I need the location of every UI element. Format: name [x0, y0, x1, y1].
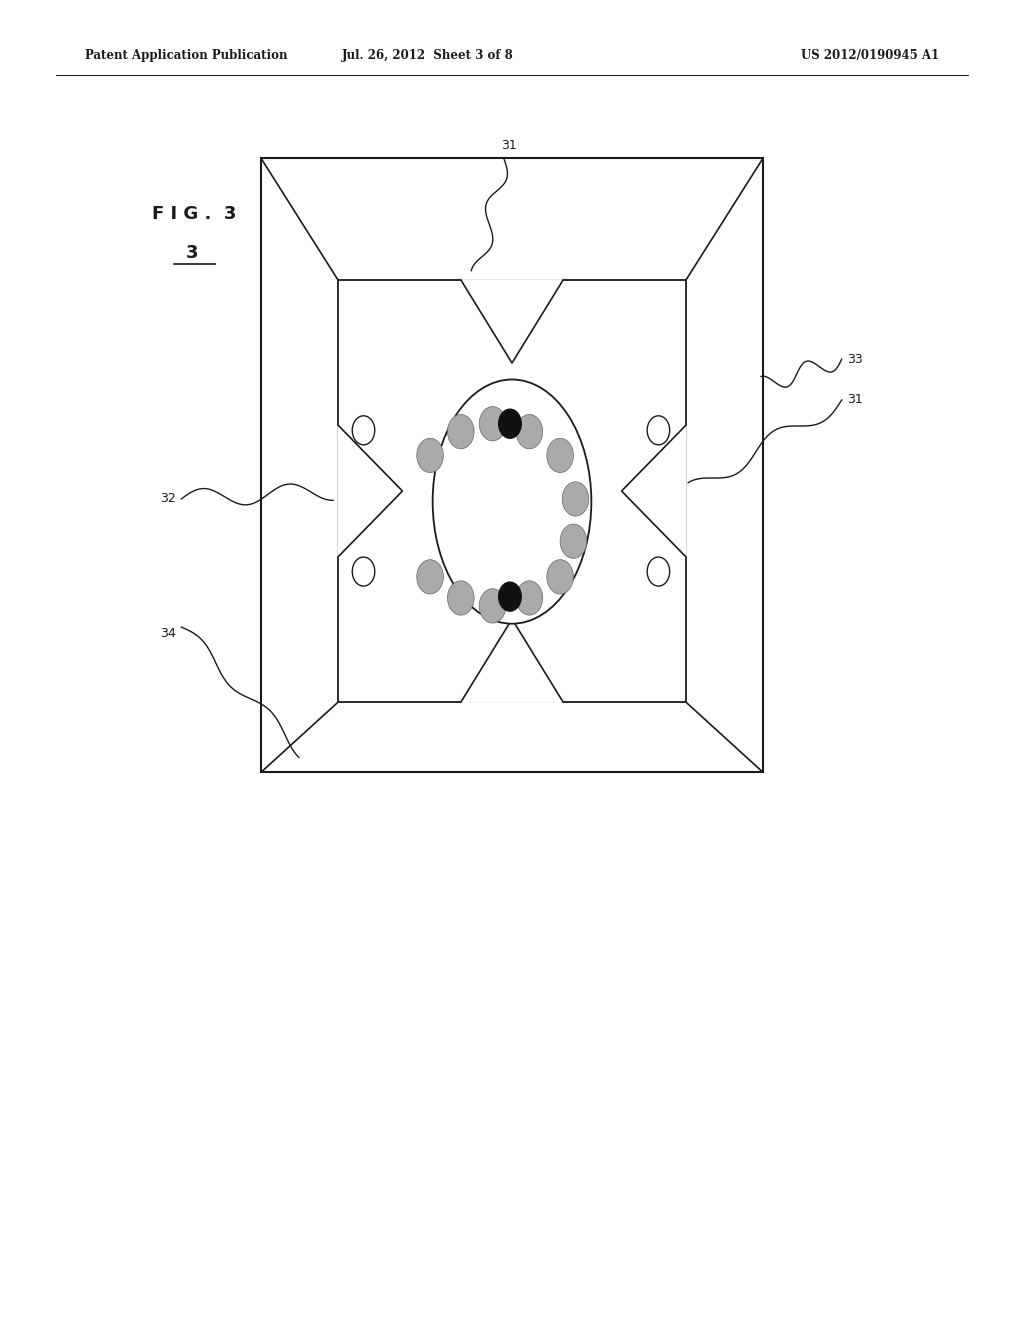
Circle shape — [417, 560, 443, 594]
Polygon shape — [461, 280, 563, 363]
Text: 32: 32 — [161, 492, 176, 506]
Circle shape — [352, 416, 375, 445]
Bar — [338, 280, 686, 702]
Text: 31: 31 — [847, 393, 862, 407]
Circle shape — [516, 414, 543, 449]
Circle shape — [447, 581, 474, 615]
Circle shape — [560, 524, 587, 558]
Ellipse shape — [432, 380, 592, 624]
Circle shape — [417, 438, 443, 473]
Circle shape — [499, 409, 521, 438]
Polygon shape — [338, 425, 402, 557]
Circle shape — [352, 557, 375, 586]
Text: Patent Application Publication: Patent Application Publication — [85, 49, 288, 62]
Text: US 2012/0190945 A1: US 2012/0190945 A1 — [801, 49, 939, 62]
Polygon shape — [461, 619, 563, 702]
Circle shape — [547, 438, 573, 473]
Text: Jul. 26, 2012  Sheet 3 of 8: Jul. 26, 2012 Sheet 3 of 8 — [342, 49, 514, 62]
Circle shape — [479, 407, 506, 441]
Text: 33: 33 — [847, 352, 862, 366]
Circle shape — [516, 581, 543, 615]
Circle shape — [647, 557, 670, 586]
Text: 34: 34 — [161, 627, 176, 640]
Circle shape — [562, 482, 589, 516]
Circle shape — [447, 414, 474, 449]
Polygon shape — [622, 425, 686, 557]
Text: F I G .  3: F I G . 3 — [152, 205, 236, 223]
Circle shape — [479, 589, 506, 623]
Circle shape — [499, 582, 521, 611]
Text: 3: 3 — [186, 244, 199, 263]
Text: 31: 31 — [501, 139, 517, 152]
Circle shape — [647, 416, 670, 445]
Bar — [261, 158, 763, 772]
Circle shape — [547, 560, 573, 594]
